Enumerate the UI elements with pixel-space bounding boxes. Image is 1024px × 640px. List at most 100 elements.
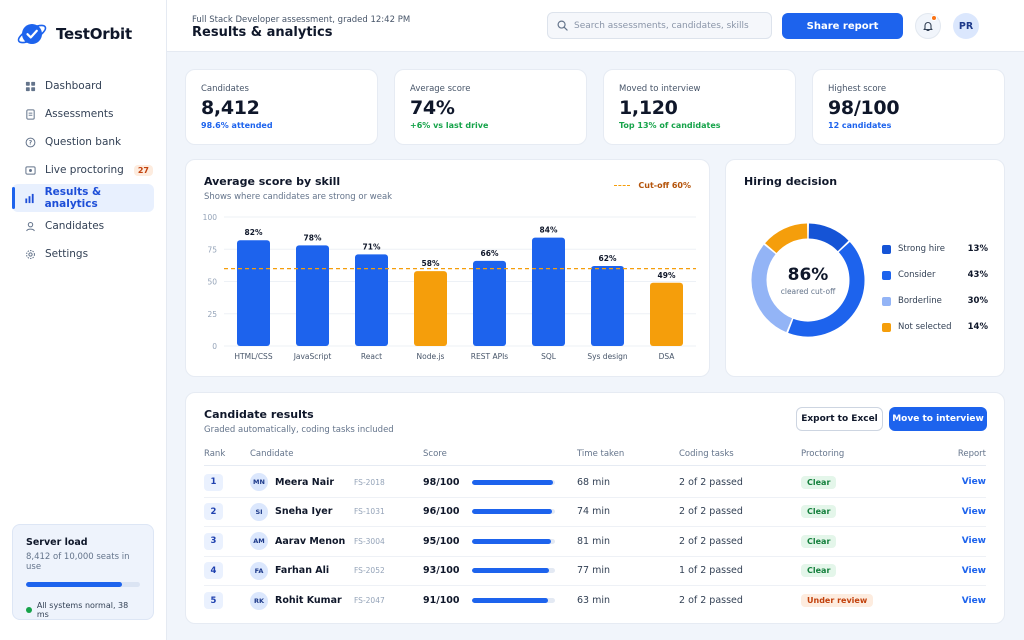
candidate-id: FS-2052	[354, 566, 385, 576]
hiring-donut-chart	[751, 223, 865, 337]
candidate-avatar: MN	[250, 473, 268, 492]
view-report-link[interactable]: View	[961, 595, 986, 606]
sidebar-item-question-bank[interactable]: ? Question bank	[12, 128, 154, 156]
user-icon	[24, 220, 36, 232]
candidate-avatar: SI	[250, 502, 268, 521]
header-rank: Rank	[204, 449, 226, 459]
view-report-link[interactable]: View	[961, 506, 986, 517]
sidebar-item-label: Dashboard	[45, 80, 102, 92]
share-report-button[interactable]: Share report	[782, 13, 903, 39]
legend-label: Not selected	[898, 322, 952, 332]
view-report-link[interactable]: View	[961, 565, 986, 576]
score-bar-fill	[472, 598, 548, 604]
view-report-link[interactable]: View	[961, 536, 986, 547]
legend-item-strong-hire: Strong hire 13%	[882, 236, 988, 262]
x-tick-label: Node.js	[417, 352, 445, 361]
server-load-panel: Server load 8,412 of 10,000 seats in use…	[12, 524, 154, 620]
kpi-card-candidates: Candidates 8,412 98.6% attended	[185, 69, 378, 145]
time-taken: 63 min	[577, 595, 611, 607]
coding-tasks: 1 of 2 passed	[679, 565, 743, 577]
bar-html-css	[237, 240, 270, 346]
sidebar-item-dashboard[interactable]: Dashboard	[12, 72, 154, 100]
sidebar-item-settings[interactable]: Settings	[12, 240, 154, 268]
donut-center-label: cleared cut-off	[780, 286, 836, 296]
table-row[interactable]: 2 SI Sneha Iyer FS-1031 96/100 74 min 2 of 2 p…	[204, 498, 986, 527]
x-tick-label: REST APIs	[471, 352, 509, 361]
export-excel-button[interactable]: Export to Excel	[796, 407, 883, 431]
y-tick-label: 25	[207, 310, 217, 319]
cutoff-legend-swatch	[614, 185, 631, 186]
time-taken: 81 min	[577, 535, 611, 547]
score-bar	[472, 598, 555, 604]
sidebar-item-label: Results & analytics	[44, 186, 102, 210]
skill-chart-subtitle: Shows where candidates are strong or wea…	[204, 192, 393, 202]
candidate-name: Farhan Ali	[275, 565, 330, 577]
table-header-divider	[204, 465, 986, 466]
score-bar	[472, 509, 555, 515]
x-tick-label: DSA	[659, 352, 676, 361]
time-taken: 68 min	[577, 476, 611, 488]
sidebar-item-label: Assessments	[45, 108, 114, 120]
proctoring-status-badge: Clear	[801, 564, 837, 578]
view-report-link[interactable]: View	[961, 477, 986, 488]
sidebar-item-candidates[interactable]: Candidates	[12, 212, 154, 240]
score-bar	[472, 568, 555, 574]
kpi-note: Top 13% of candidates	[619, 121, 721, 130]
skill-bar-chart: 0 25 50 75 100 82% HTML/CSS 78% JavaScript 71% Rea…	[203, 213, 696, 361]
bar-value-label: 58%	[422, 259, 440, 268]
sidebar-item-label: Settings	[45, 248, 89, 260]
candidate-avatar: FA	[250, 561, 268, 580]
bar-sys-design	[591, 266, 624, 346]
header-time: Time taken	[577, 449, 625, 459]
notifications-button[interactable]	[915, 13, 941, 39]
bar-value-label: 82%	[245, 228, 263, 237]
bar-dsa	[650, 282, 683, 346]
legend-percent: 14%	[967, 322, 988, 332]
sidebar-item-live-proctoring[interactable]: Live proctoring 27	[12, 156, 154, 184]
bar-node-js	[414, 271, 447, 346]
rank-badge: 3	[204, 532, 223, 550]
legend-swatch	[882, 296, 891, 306]
sidebar-item-label: Live proctoring	[45, 164, 124, 176]
server-status: All systems normal, 38 ms	[26, 601, 140, 619]
table-row[interactable]: 3 AM Aarav Menon FS-3004 95/100 81 min 2 of 2 …	[204, 527, 986, 557]
kpi-label: Moved to interview	[619, 84, 701, 94]
move-to-interview-button[interactable]: Move to interview	[889, 407, 987, 431]
x-tick-label: JavaScript	[293, 352, 332, 361]
hiring-donut: 86% cleared cut-off	[746, 218, 870, 342]
page-subtitle: Full Stack Developer assessment, graded …	[192, 15, 411, 25]
user-avatar[interactable]: PR	[953, 13, 979, 39]
bar-value-label: 71%	[363, 242, 381, 251]
kpi-card-moved-to-interview: Moved to interview 1,120 Top 13% of candid…	[603, 69, 796, 145]
header-score: Score	[423, 449, 447, 459]
candidate-avatar: AM	[250, 532, 268, 551]
table-row[interactable]: 4 FA Farhan Ali FS-2052 93/100 77 min 1 of 2 p…	[204, 557, 986, 586]
table-row[interactable]: 5 RK Rohit Kumar FS-2047 91/100 63 min 2 of 2 …	[204, 586, 986, 616]
table-title: Candidate results	[204, 408, 314, 421]
score-bar-fill	[472, 509, 552, 515]
coding-tasks: 2 of 2 passed	[679, 595, 743, 607]
legend-percent: 43%	[967, 270, 988, 280]
cutoff-legend-label: Cut-off 60%	[638, 181, 691, 190]
coding-tasks: 2 of 2 passed	[679, 476, 743, 488]
table-row[interactable]: 1 MN Meera Nair FS-2018 98/100 68 min 2 of 2 p…	[204, 468, 986, 498]
top-bar: Full Stack Developer assessment, graded …	[167, 0, 1024, 52]
search-input[interactable]	[574, 20, 764, 31]
table-subtitle: Graded automatically, coding tasks inclu…	[204, 425, 394, 435]
sidebar-item-label: Candidates	[45, 220, 105, 232]
candidate-avatar: RK	[250, 591, 268, 610]
legend-item-borderline: Borderline 30%	[882, 288, 988, 314]
donut-center: 86% cleared cut-off	[746, 218, 870, 342]
sidebar-item-results-analytics[interactable]: Results & analytics	[12, 184, 154, 212]
legend-swatch	[882, 322, 891, 332]
rank-badge: 2	[204, 503, 223, 521]
status-dot-icon	[26, 607, 32, 613]
x-tick-label: Sys design	[587, 352, 628, 361]
sidebar-item-assessments[interactable]: Assessments	[12, 100, 154, 128]
search-box[interactable]	[547, 12, 772, 39]
legend-swatch	[882, 244, 891, 254]
score-value: 91/100	[423, 595, 460, 607]
logo[interactable]: TestOrbit	[16, 20, 132, 48]
x-tick-label: React	[361, 352, 382, 361]
legend-percent: 13%	[967, 244, 988, 254]
